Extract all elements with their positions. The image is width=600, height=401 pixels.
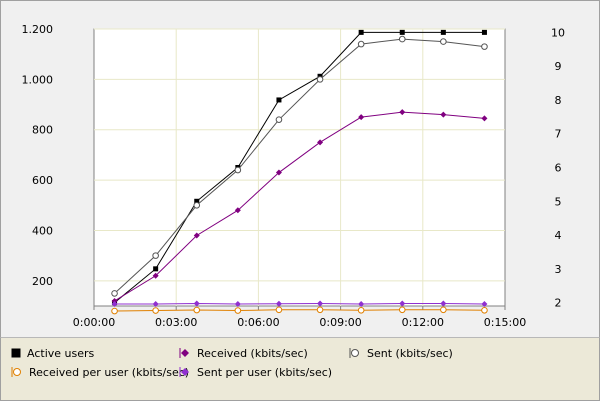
legend-item-received-per-user[interactable]: Received per user (kbits/sec)	[11, 365, 189, 379]
x-tick-label: 0:06:00	[237, 316, 279, 329]
data-point-sent-kbits-sec	[440, 38, 447, 45]
data-point-sent-kbits-sec	[275, 116, 283, 123]
data-point-sent-kbits-sec	[234, 166, 242, 174]
filled-diamond-icon	[179, 367, 189, 377]
data-point-active-users	[276, 97, 282, 103]
data-point-sent-per-user-kbits-sec	[152, 300, 159, 307]
data-point-sent-kbits-sec	[398, 35, 406, 43]
series-lines	[111, 29, 488, 315]
data-point-sent-kbits-sec	[111, 290, 118, 297]
data-point-received-per-user-kbits-sec	[152, 307, 159, 314]
legend-label: Sent (kbits/sec)	[367, 346, 453, 360]
series-line-active-users	[114, 31, 485, 304]
data-point-sent-per-user-kbits-sec	[399, 300, 406, 307]
y-right-tick-label: 2	[555, 297, 562, 310]
data-point-active-users	[481, 29, 487, 35]
y-right-tick-label: 7	[555, 128, 562, 141]
data-point-sent-kbits-sec	[316, 76, 324, 83]
x-tick-label: 0:09:00	[319, 316, 361, 329]
x-tick-label: 0:12:00	[402, 316, 444, 329]
y-right-tick-label: 6	[555, 162, 562, 175]
plot-panel: 0:00:00 0:03:00 0:06:00 0:09:00 0:12:00 0:15:…	[0, 0, 600, 338]
data-point-sent-per-user-kbits-sec	[234, 300, 241, 307]
filled-square-icon	[11, 348, 21, 358]
data-point-sent-per-user-kbits-sec	[193, 300, 200, 307]
data-point-received-per-user-kbits-sec	[440, 306, 447, 314]
data-point-sent-kbits-sec	[357, 40, 365, 48]
axis-labels: 0:00:00 0:03:00 0:06:00 0:09:00 0:12:00 0:15:…	[22, 23, 566, 329]
data-point-sent-per-user-kbits-sec	[111, 300, 118, 307]
data-point-sent-per-user-kbits-sec	[440, 300, 447, 307]
data-point-active-users	[153, 266, 159, 272]
data-point-received-kbits-sec	[275, 169, 282, 176]
data-point-sent-per-user-kbits-sec	[317, 300, 324, 307]
filled-diamond-icon	[179, 348, 189, 358]
legend-item-sent-per-user[interactable]: Sent per user (kbits/sec)	[179, 365, 332, 379]
legend-label: Active users	[27, 346, 95, 360]
x-tick-label: 0:15:00	[484, 316, 526, 329]
y-right-tick-label: 10	[551, 26, 565, 39]
legend-item-received[interactable]: Received (kbits/sec)	[179, 346, 308, 360]
y-right-tick-label: 9	[555, 60, 562, 73]
data-point-sent-kbits-sec	[193, 201, 201, 209]
y-left-tick-label: 1.200	[22, 23, 54, 36]
y-left-tick-label: 800	[32, 124, 53, 137]
data-point-received-per-user-kbits-sec	[275, 306, 283, 314]
data-point-sent-kbits-sec	[152, 252, 159, 259]
series-line-received-per-user-kbits-sec	[114, 309, 485, 312]
series-line-sent-kbits-sec	[114, 38, 485, 294]
data-point-received-kbits-sec	[440, 111, 447, 118]
open-circle-icon	[11, 367, 21, 377]
data-point-active-users	[358, 29, 364, 35]
data-point-sent-per-user-kbits-sec	[358, 300, 365, 307]
legend-label: Received (kbits/sec)	[197, 346, 308, 360]
data-point-active-users	[440, 29, 446, 35]
x-tick-label: 0:00:00	[73, 316, 115, 329]
data-point-received-per-user-kbits-sec	[234, 307, 242, 314]
data-point-received-per-user-kbits-sec	[193, 306, 201, 314]
data-point-active-users	[194, 198, 200, 204]
y-left-tick-label: 600	[32, 174, 53, 187]
data-point-received-per-user-kbits-sec	[316, 306, 324, 314]
legend-item-active-users[interactable]: Active users	[11, 346, 94, 360]
series-line-received-kbits-sec	[114, 111, 485, 302]
x-tick-label: 0:03:00	[155, 316, 197, 329]
y-right-tick-label: 5	[555, 195, 562, 208]
grid-lines	[93, 28, 506, 310]
data-point-received-per-user-kbits-sec	[111, 307, 118, 315]
plot-area	[93, 28, 506, 307]
y-left-tick-label: 400	[32, 224, 53, 237]
data-point-received-kbits-sec	[358, 114, 365, 121]
data-point-received-kbits-sec	[193, 232, 200, 239]
series-line-sent-per-user-kbits-sec	[114, 302, 485, 305]
open-circle-icon	[349, 348, 359, 358]
data-point-received-kbits-sec	[317, 139, 324, 146]
data-point-received-kbits-sec	[481, 115, 488, 122]
y-left-tick-label: 1.000	[22, 73, 54, 86]
legend-item-sent[interactable]: Sent (kbits/sec)	[349, 346, 453, 360]
data-point-received-kbits-sec	[399, 109, 406, 116]
data-point-active-users	[399, 29, 405, 35]
y-left-tick-label: 200	[32, 275, 53, 288]
data-point-received-per-user-kbits-sec	[481, 306, 488, 314]
data-point-received-kbits-sec	[152, 272, 159, 279]
legend-label: Sent per user (kbits/sec)	[197, 365, 333, 379]
legend-label: Received per user (kbits/sec)	[29, 365, 190, 379]
data-point-sent-per-user-kbits-sec	[481, 300, 488, 307]
y-right-tick-label: 3	[555, 263, 562, 276]
legend: Active users Received (kbits/sec) Sent (…	[0, 337, 600, 401]
data-point-received-kbits-sec	[111, 297, 118, 304]
data-point-sent-per-user-kbits-sec	[275, 300, 282, 307]
line-chart: 0:00:00 0:03:00 0:06:00 0:09:00 0:12:00 0:15:…	[22, 23, 566, 329]
y-right-tick-label: 8	[555, 94, 562, 107]
data-point-received-kbits-sec	[234, 207, 241, 214]
data-point-sent-kbits-sec	[481, 43, 488, 50]
data-point-received-per-user-kbits-sec	[357, 306, 365, 314]
y-right-tick-label: 4	[555, 229, 562, 242]
data-point-received-per-user-kbits-sec	[398, 306, 406, 314]
